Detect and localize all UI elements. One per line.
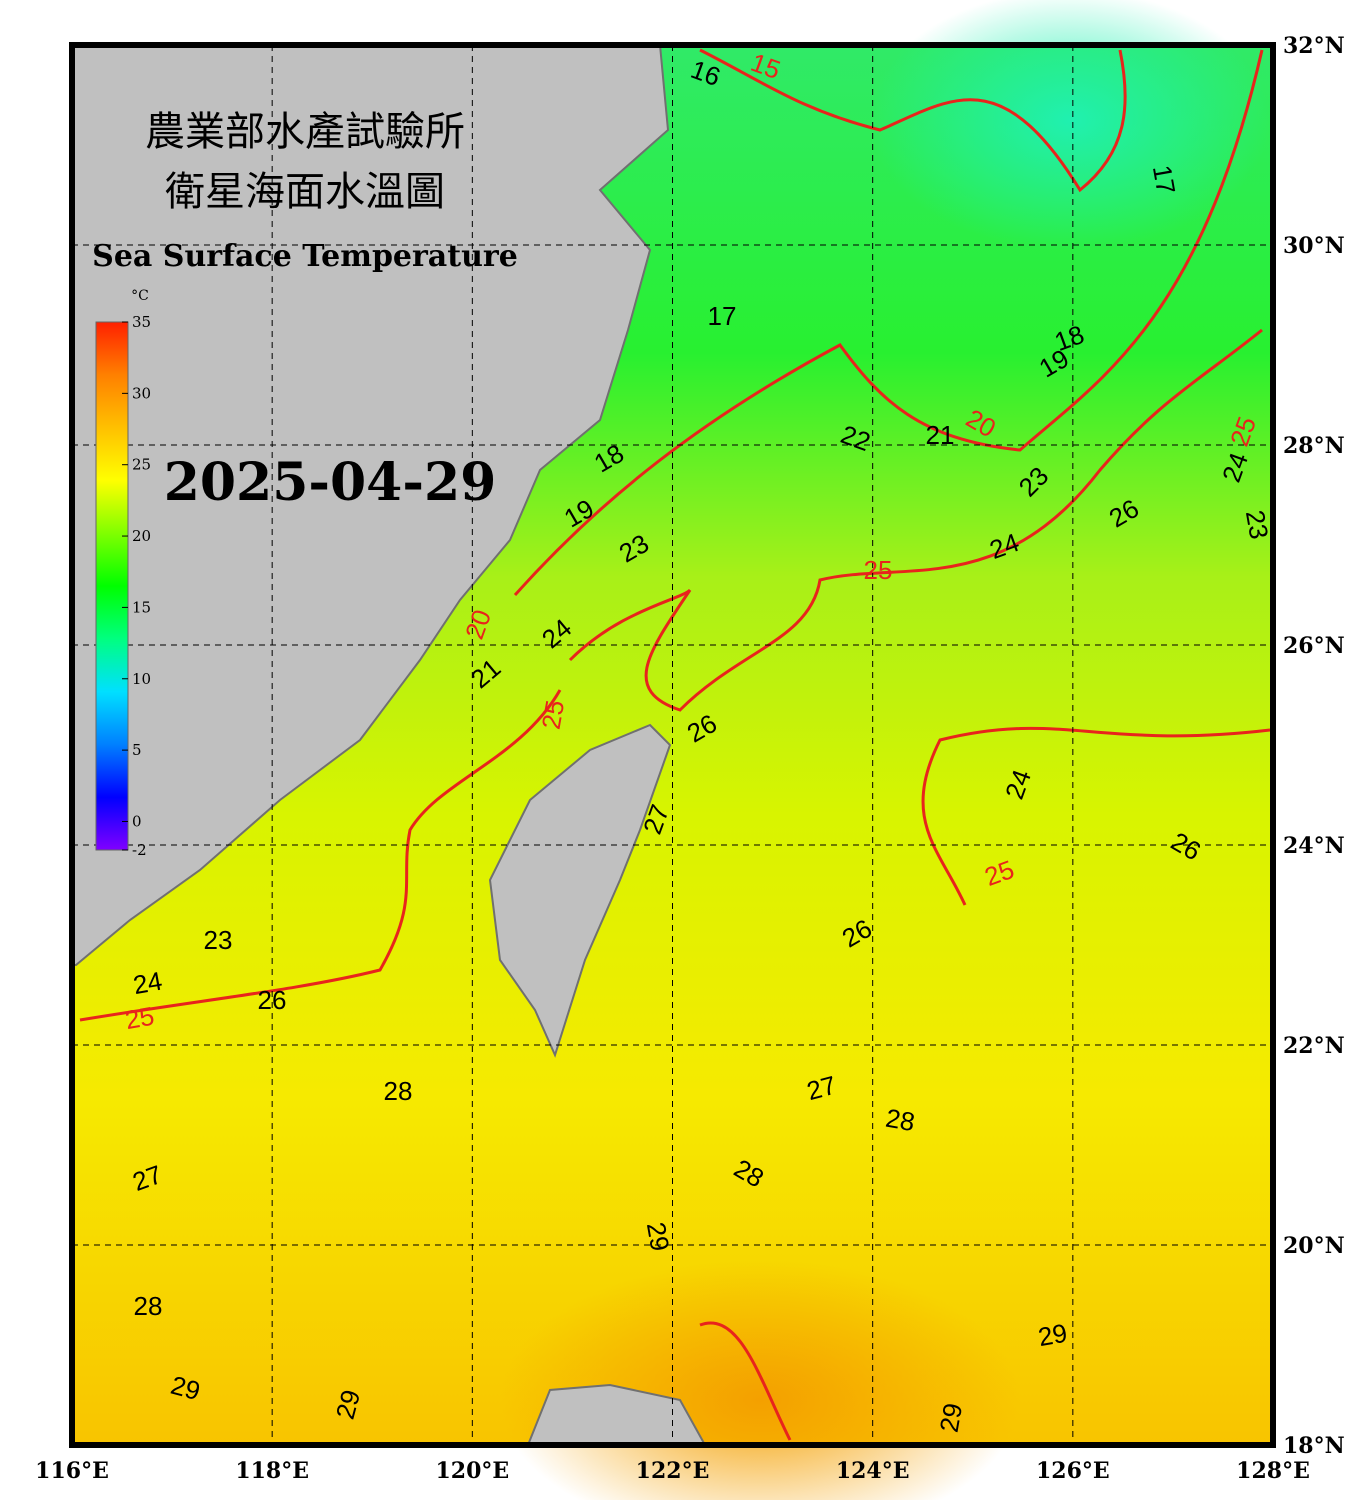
date: 2025-04-29 <box>164 452 497 513</box>
major-isotherms <box>79 48 1271 1441</box>
title-zh-2: 衛星海面水溫圖 <box>165 169 445 215</box>
taiwan <box>488 723 672 1058</box>
x-tick-label: 122°E <box>636 1458 710 1484</box>
y-tick-label: 28°N <box>1283 433 1345 459</box>
isotherm-25-mid <box>568 328 1263 712</box>
colorbar-tick-label: 0 <box>132 812 142 830</box>
colorbar-tick-label: 20 <box>132 527 151 545</box>
isotherm-label: 29 <box>934 1401 969 1435</box>
isotherm-label: 23 <box>204 925 233 955</box>
isotherm-label: 28 <box>384 1076 413 1106</box>
y-tick-label: 18°N <box>1283 1433 1345 1459</box>
title-zh-1: 農業部水產試驗所 <box>145 109 465 155</box>
isotherm-label: 28 <box>134 1291 163 1321</box>
y-tick-label: 24°N <box>1283 833 1345 859</box>
colorbar-tick-label: 35 <box>132 313 151 331</box>
colorbar: -2 0 5 10 15 20 25 30 35 <box>95 313 151 859</box>
isotherm-label: 21 <box>926 420 955 450</box>
title-en: Sea Surface Temperature <box>92 239 518 274</box>
x-tick-label: 120°E <box>435 1458 509 1484</box>
colorbar-tick-label: 30 <box>132 384 151 402</box>
isotherm-label: 29 <box>1036 1318 1070 1353</box>
colorbar-scale <box>95 321 129 851</box>
x-tick-label: 116°E <box>35 1458 109 1484</box>
y-tick-label: 32°N <box>1283 33 1345 59</box>
isotherm-20 <box>513 49 1264 597</box>
colorbar-tick-label: 10 <box>132 670 151 688</box>
x-tick-label: 118°E <box>235 1458 309 1484</box>
colorbar-unit: °C <box>131 288 149 304</box>
y-tick-label: 20°N <box>1283 1233 1345 1259</box>
isotherm-label: 17 <box>708 301 737 331</box>
isotherm-label: 24 <box>131 966 165 1001</box>
isotherm-30 <box>699 1321 792 1441</box>
isotherm-25-east <box>921 726 1271 906</box>
x-tick-label: 126°E <box>1036 1458 1110 1484</box>
isotherm-label: 29 <box>641 1220 676 1254</box>
x-tick-label: 128°E <box>1236 1458 1310 1484</box>
isotherm-25-west <box>79 689 562 1022</box>
y-tick-label: 30°N <box>1283 233 1345 259</box>
y-tick-label: 26°N <box>1283 633 1345 659</box>
major-isotherm-label: 25 <box>536 698 571 732</box>
china-coast <box>71 44 670 966</box>
isotherm-label: 26 <box>258 985 287 1015</box>
major-isotherm-label: 25 <box>864 555 893 585</box>
colorbar-tick-label: -2 <box>132 841 147 859</box>
colorbar-tick-label: 5 <box>132 741 142 759</box>
isotherm-label: 23 <box>1240 508 1275 542</box>
x-tick-label: 124°E <box>836 1458 910 1484</box>
y-tick-label: 22°N <box>1283 1033 1345 1059</box>
isotherm-15 <box>699 48 1127 193</box>
colorbar-tick-label: 15 <box>132 598 151 616</box>
isotherm-label: 28 <box>884 1103 918 1138</box>
major-isotherm-label: 25 <box>123 1001 157 1036</box>
grid: 116°E 118°E 120°E 122°E 124°E 126°E 128°E18°N 2… <box>35 33 1345 1484</box>
isotherm-label: 17 <box>1147 163 1182 197</box>
land <box>71 44 707 1446</box>
cool-water <box>870 0 1270 250</box>
colorbar-tick-label: 25 <box>132 456 151 474</box>
